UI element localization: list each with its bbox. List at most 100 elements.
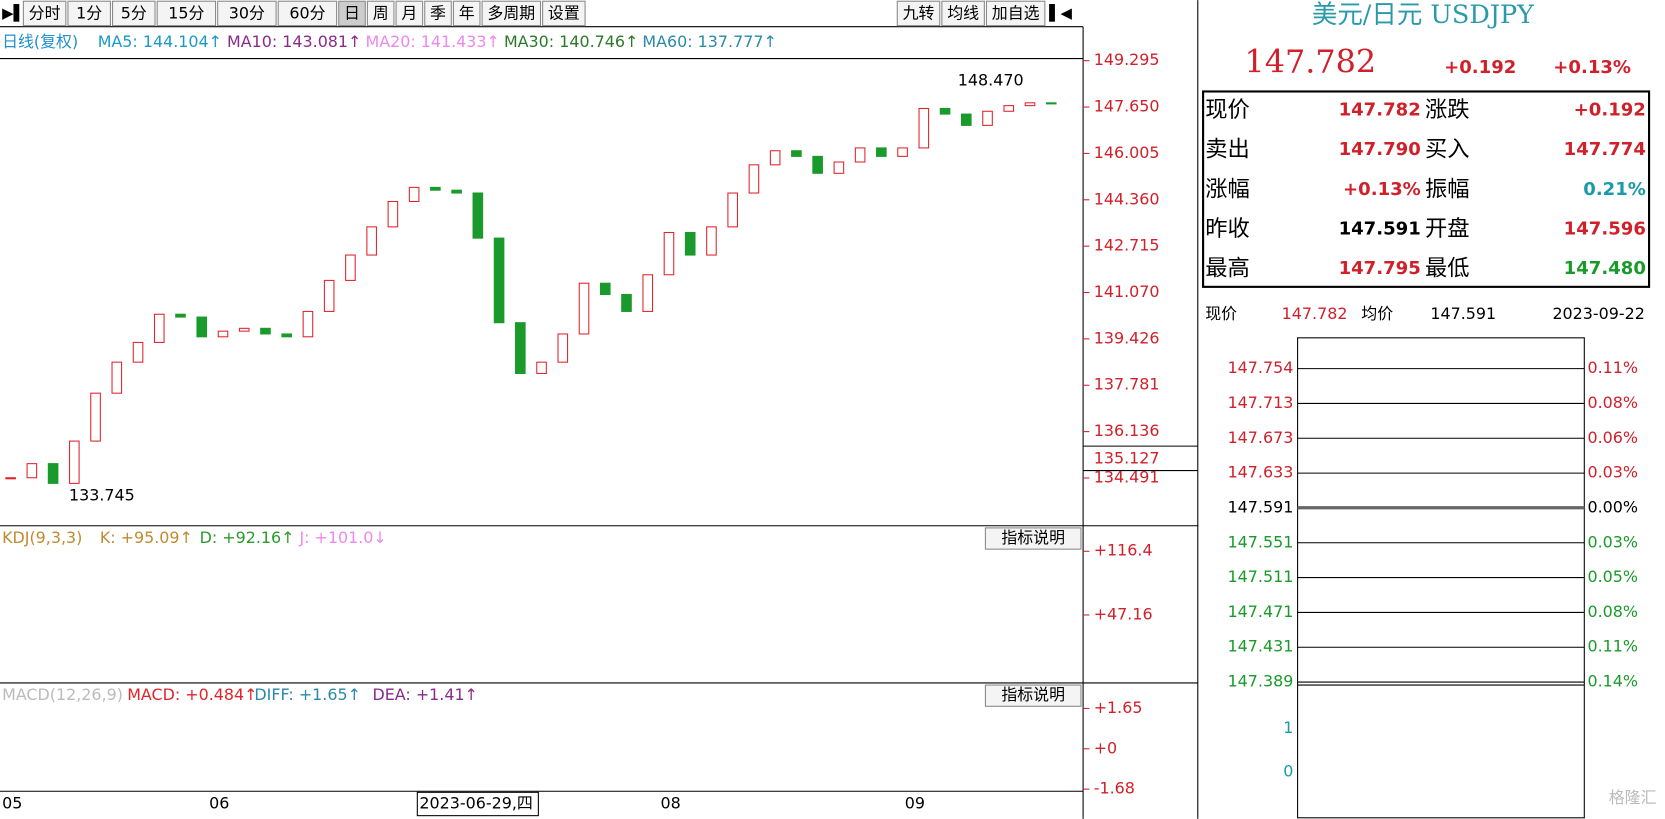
- quote-cell: 147.790: [1339, 139, 1421, 160]
- indicator-item: J: +101.0↓: [298, 528, 386, 547]
- candle: [26, 463, 38, 479]
- toolbar-button[interactable]: [424, 0, 452, 27]
- quote-price: 147.782: [1245, 42, 1377, 80]
- intraday-price-label: 147.633: [1228, 463, 1294, 482]
- menu-icon: ▶▌: [2, 4, 25, 22]
- price-tick-label: 137.781: [1094, 375, 1160, 394]
- price-tick-label: 141.070: [1094, 282, 1160, 301]
- toolbar-button[interactable]: [452, 0, 481, 27]
- candle: [302, 310, 314, 338]
- candle: [153, 313, 165, 343]
- legend-item: MA5: 144.104↑: [98, 32, 222, 51]
- candle: [578, 282, 590, 335]
- intraday-pct-label: 0.11%: [1587, 358, 1638, 377]
- intraday-price-label: 147.551: [1228, 532, 1294, 551]
- intraday-price-label: 147.754: [1228, 358, 1294, 377]
- quote-cell: 现价: [1205, 97, 1250, 123]
- quote-cell: 涨跌: [1425, 97, 1470, 123]
- toolbar-button[interactable]: [217, 0, 277, 27]
- candle: [260, 327, 271, 335]
- intraday-price-label: 147.431: [1228, 637, 1294, 656]
- toolbar-button[interactable]: [366, 0, 395, 27]
- toolbar-button[interactable]: [896, 0, 941, 27]
- candle: [175, 313, 186, 318]
- price-tick-label: 134.491: [1094, 467, 1160, 486]
- candle: [472, 192, 484, 239]
- indicator-button-label: 指标说明: [1001, 685, 1065, 704]
- legend-item: MA60: 137.777↑: [642, 32, 776, 51]
- quote-cell: 最高: [1205, 256, 1250, 282]
- candle: [939, 107, 951, 115]
- date-cursor-box: [416, 791, 539, 817]
- price-tick-label: 144.360: [1094, 189, 1160, 208]
- candle: [345, 254, 356, 281]
- quote-cell: 买入: [1425, 137, 1470, 163]
- candle: [769, 150, 781, 166]
- indicator-button[interactable]: [984, 684, 1082, 707]
- indicator-tick-label: +47.16: [1094, 604, 1153, 623]
- watermark: 格隆汇: [1609, 788, 1657, 807]
- intraday-header: 147.591: [1430, 304, 1496, 323]
- toolbar-label: 15分: [168, 3, 204, 22]
- quote-change: +0.192: [1444, 57, 1516, 78]
- intraday-header: 147.782: [1282, 304, 1348, 323]
- indicator-button[interactable]: [984, 527, 1082, 550]
- candle: [621, 293, 632, 312]
- toolbar-label: 60分: [289, 3, 325, 22]
- candle: [1024, 102, 1036, 107]
- quote-cell: 147.795: [1339, 258, 1421, 279]
- toolbar-button[interactable]: [941, 0, 985, 27]
- toolbar-button[interactable]: [395, 0, 424, 27]
- candle: [217, 330, 229, 338]
- date-label: 2023-06-29,四: [419, 793, 532, 812]
- indicator-item: DIFF: +1.65↑: [254, 685, 361, 704]
- candle: [5, 477, 16, 480]
- intraday-pct-label: 0.03%: [1587, 532, 1638, 551]
- quote-cell: +0.192: [1574, 100, 1646, 121]
- indicator-title: MACD(12,26,9): [2, 685, 123, 704]
- candle: [111, 361, 123, 394]
- toolbar-button[interactable]: [985, 0, 1046, 27]
- intraday-pct-label: 0.05%: [1587, 567, 1638, 586]
- price-tick-label: 147.650: [1094, 97, 1160, 116]
- toolbar-label: 日: [344, 3, 360, 22]
- candle: [663, 231, 675, 276]
- candle: [132, 341, 144, 363]
- toolbar-button[interactable]: [112, 0, 156, 27]
- candle: [515, 322, 526, 374]
- candle: [960, 113, 972, 126]
- toolbar-label: 5分: [121, 3, 147, 22]
- menu-icon: ▌◀: [1048, 4, 1072, 22]
- candle: [408, 186, 420, 203]
- low-label: 133.745: [69, 486, 135, 505]
- toolbar-label: 周: [373, 3, 389, 22]
- toolbar-button[interactable]: [481, 0, 542, 27]
- price-marker: 135.127: [1094, 448, 1160, 467]
- high-label: 148.470: [958, 70, 1024, 89]
- toolbar-button[interactable]: [542, 0, 586, 27]
- quote-cell: 开盘: [1425, 216, 1470, 242]
- candle: [833, 161, 845, 174]
- legend-item: MA10: 143.081↑: [227, 32, 361, 51]
- toolbar-button[interactable]: [22, 0, 67, 27]
- toolbar-button[interactable]: [338, 0, 366, 27]
- indicator-tick-label: -1.68: [1094, 779, 1135, 798]
- candle: [493, 237, 505, 324]
- candle: [323, 279, 335, 312]
- price-tick-label: 136.136: [1094, 421, 1160, 440]
- candle: [642, 274, 654, 312]
- candle: [1045, 102, 1057, 105]
- toolbar-button[interactable]: [67, 0, 111, 27]
- candle: [366, 226, 377, 256]
- toolbar-label: 年: [459, 3, 475, 22]
- legend-item: MA20: 141.433↑: [365, 32, 499, 51]
- intraday-price-label: 147.471: [1228, 602, 1294, 621]
- toolbar-button[interactable]: [277, 0, 338, 27]
- toolbar-button[interactable]: [156, 0, 217, 27]
- candle: [748, 164, 760, 194]
- intraday-pct-label: 0.08%: [1587, 393, 1638, 412]
- volume-label: 1: [1283, 718, 1293, 737]
- quote-cell: 最低: [1425, 256, 1470, 282]
- volume-label: 0: [1283, 762, 1293, 781]
- quote-cell: 147.591: [1339, 218, 1421, 239]
